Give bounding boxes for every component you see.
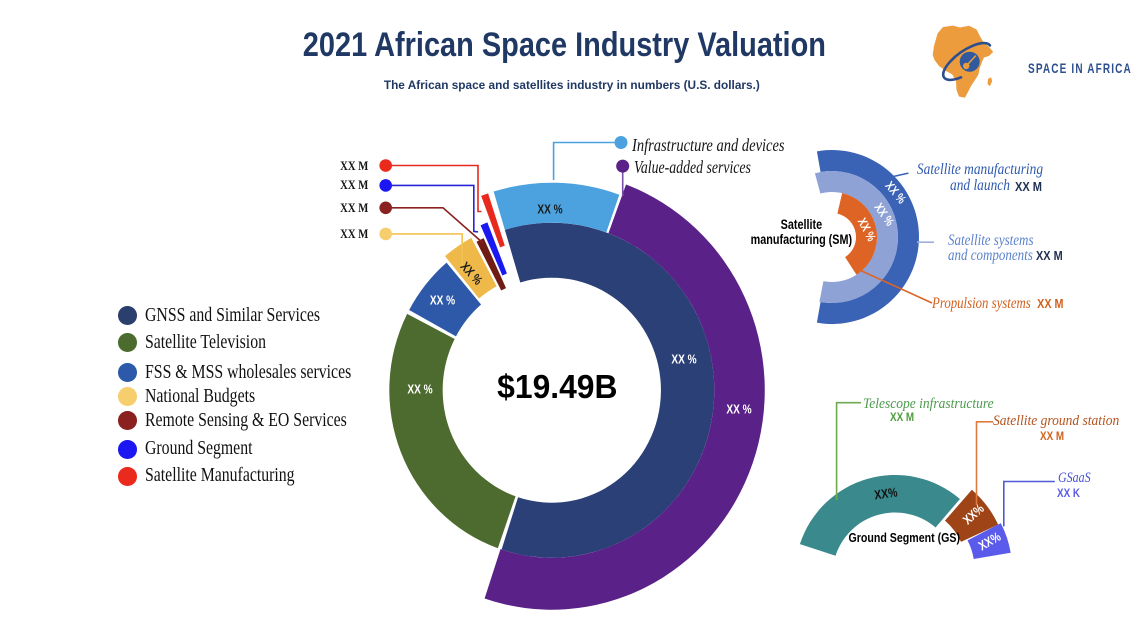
segment-percentage-label: XX % [537,202,563,216]
ground-segment-chart [799,475,1011,559]
slide-subtitle: The African space and satellites industr… [384,78,760,92]
sm-arc-satellite-systems-and-components [814,171,898,304]
value-callout-remote-sensing-eo-services: XX M [288,198,368,218]
segment-percentage-label: XX % [430,293,456,307]
legend-label: Satellite Manufacturing [145,465,295,487]
legend-label: GNSS and Similar Services [145,304,321,326]
legend-label: Ground Segment [145,438,253,460]
sm-callout2-value: XX M [1036,248,1063,263]
gs-segment-satellite-ground-station [944,489,999,542]
segment-percentage-label: XX % [671,352,697,366]
legend-label: Remote Sensing & EO Services [145,409,347,431]
value-added-dot [616,159,630,173]
sm-callout-propulsion: Propulsion systems XX M [932,294,1064,312]
slide-title: 2021 African Space Industry Valuation [302,26,826,64]
sm-callout-systems-components: Satellite systems and components XX M [948,231,1063,264]
gs-callout-groundstation-value: XX M [1040,428,1065,443]
legend-dot [118,439,137,459]
sm-callout1-value: XX M [1015,178,1043,194]
national-budgets-leader [392,233,464,273]
satellite-manufacturing-dot [379,159,393,172]
gs-chart-title: Ground Segment (GS) [848,529,960,545]
logo-brand-text: SPACE IN AFRICA [1028,60,1132,76]
planet-hand-icon [965,55,977,67]
total-valuation: $19.49B [496,369,618,406]
label-value-added-services: Value-added services [634,156,751,177]
infrastructure-leader [552,141,615,180]
legend-dot [118,467,137,486]
value-callout-national-budgets: XX M [288,224,368,244]
gs-callout-gsaas-value: XX K [1057,485,1080,500]
satellite-manufacturing-chart [814,149,919,324]
donut-segment-remote-sensing-eo-services [476,238,507,291]
donut-segment-ground-segment [480,222,507,276]
gs-segment-telescope-infrastructure [799,475,960,556]
gs-telescope-leader [835,401,861,500]
sm-chart-title: Satellite manufacturing (SM) [750,216,852,247]
national-budgets-dot [379,227,393,241]
legend-dot [118,363,137,382]
value-callout-ground-segment: XX M [288,175,368,195]
sm-arc-propulsion-systems [837,193,878,275]
sm-callout-manufacturing-launch: Satellite manufacturing and launch [916,161,1044,194]
donut-segment-fss-mss-wholesales-services [409,262,482,337]
remote-sensing-dot [379,201,393,215]
donut-segment-satellite-television [389,313,516,549]
legend-dot [118,411,137,430]
sm-launch-leader [891,172,909,178]
legend-dot [118,306,137,326]
legend-label: National Budgets [145,385,256,407]
sm-arc-satellite-manufacturing-and-launch [816,149,919,324]
infrastructure-dot [614,136,628,149]
sm-propulsion-leader [852,266,933,304]
label-infrastructure-and-devices: Infrastructure and devices [632,134,785,155]
donut-segment-national-budgets [444,237,497,299]
gs-callout-telescope-value: XX M [890,409,915,424]
segment-percentage-label: XX % [407,382,433,396]
segment-percentage-label: XX % [726,402,752,416]
gs-groundstation-leader [975,420,993,505]
donut-segment-satellite-manufacturing [481,193,505,248]
donut-segment-infrastructure-and-devices [493,182,620,233]
value-callout-label: XX M [339,177,368,193]
callout-dots [379,136,630,241]
gs-segment-gsaas [967,523,1011,559]
gs-callout-telescope: Telescope infrastructure [863,395,994,412]
legend-label: FSS & MSS wholesales services [145,361,352,383]
main-donut-chart [389,182,765,610]
madagascar-icon [987,77,993,87]
legend-dot [118,333,137,353]
orbit-icon [941,41,992,82]
segment-percentage-label: XX% [873,485,898,502]
gs-gsaas-leader [1002,480,1055,527]
remote-sensing-leader [392,207,484,244]
gs-callout-gsaas: GSaaS [1058,470,1091,486]
donut-segment-gnss-and-similar-services [501,222,715,558]
legend-dot [118,387,137,407]
leader-lines [392,141,1055,527]
space-in-africa-logo [932,25,994,98]
value-callout-satellite-manufacturing: XX M [288,156,368,176]
satellite-manufacturing-leader [392,164,482,213]
ground-segment-leader [392,184,479,233]
value-callout-label: XX M [339,199,368,215]
legend-label: Satellite Television [145,331,266,353]
ground-segment-dot [379,179,393,192]
value-callout-label: XX M [339,225,368,241]
value-callout-label: XX M [339,157,368,173]
gs-callout-groundstation: Satellite ground station [993,413,1120,429]
sm-callout3-value: XX M [1037,295,1064,311]
donut-segment-value-added-services [484,184,765,610]
